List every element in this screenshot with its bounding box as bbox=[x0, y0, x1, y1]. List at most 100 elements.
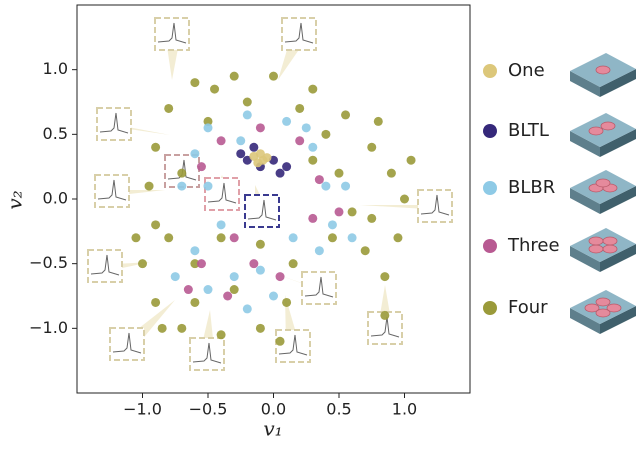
y-axis-label: v₂ bbox=[3, 190, 27, 209]
point bbox=[229, 272, 239, 282]
inset-box bbox=[94, 174, 130, 208]
point bbox=[288, 259, 298, 269]
icon-side bbox=[600, 244, 636, 272]
icon-dot bbox=[606, 303, 622, 313]
x-tick-label: −0.5 bbox=[189, 400, 228, 419]
points bbox=[131, 71, 416, 346]
icon-dot bbox=[595, 308, 611, 318]
point bbox=[373, 116, 383, 126]
point bbox=[314, 175, 324, 185]
point bbox=[380, 272, 390, 282]
point bbox=[177, 181, 187, 191]
icon-top bbox=[570, 290, 636, 324]
point bbox=[236, 149, 246, 159]
point bbox=[288, 233, 298, 243]
inset-spectrum bbox=[157, 22, 187, 44]
point bbox=[242, 110, 252, 120]
x-tick-label: 1.0 bbox=[392, 400, 417, 419]
point bbox=[406, 155, 416, 165]
inset-box bbox=[275, 329, 311, 363]
icon-side bbox=[600, 306, 636, 334]
inset-box bbox=[281, 17, 317, 51]
inset-box bbox=[301, 271, 337, 305]
point bbox=[282, 162, 292, 172]
inset-box bbox=[204, 177, 240, 211]
point bbox=[301, 123, 311, 133]
legend-marker bbox=[483, 239, 497, 253]
y-tick-label: −0.5 bbox=[29, 253, 68, 272]
point bbox=[314, 246, 324, 256]
icon-dot bbox=[588, 236, 604, 246]
inset-box bbox=[109, 327, 145, 361]
legend-marker bbox=[483, 181, 497, 195]
point bbox=[262, 153, 272, 163]
point bbox=[196, 259, 206, 269]
inset-spectrum bbox=[97, 179, 127, 201]
point bbox=[216, 233, 226, 243]
x-tick-label: −1.0 bbox=[123, 400, 162, 419]
inset-box bbox=[154, 17, 190, 51]
point bbox=[393, 233, 403, 243]
icon-dot bbox=[595, 65, 611, 75]
point bbox=[190, 297, 200, 307]
icon-dot bbox=[595, 297, 611, 307]
inset-spectrum bbox=[284, 22, 314, 44]
point bbox=[242, 97, 252, 107]
icon-dot bbox=[588, 244, 604, 254]
legend-label: BLBR bbox=[508, 177, 555, 198]
icon-dot bbox=[600, 121, 616, 131]
point bbox=[183, 285, 193, 295]
inset-spectrum bbox=[207, 182, 237, 204]
point bbox=[255, 265, 265, 275]
legend-marker bbox=[483, 301, 497, 315]
point bbox=[295, 103, 305, 113]
point bbox=[164, 103, 174, 113]
point bbox=[308, 142, 318, 152]
inset-spectrum bbox=[167, 159, 197, 181]
inset-spectrum bbox=[112, 332, 142, 354]
inset-spectrum bbox=[90, 254, 120, 276]
icon-dot bbox=[588, 126, 604, 136]
icon-side bbox=[600, 129, 636, 157]
inset-spectrum bbox=[370, 316, 400, 338]
point bbox=[321, 129, 331, 139]
point bbox=[308, 213, 318, 223]
legend-label: Three bbox=[507, 235, 560, 256]
point bbox=[216, 136, 226, 146]
icon-dot bbox=[595, 178, 611, 188]
point bbox=[253, 158, 263, 168]
legend-label: BLTL bbox=[508, 120, 549, 141]
icon-side bbox=[570, 71, 600, 97]
point bbox=[164, 233, 174, 243]
legend-marker bbox=[483, 124, 497, 138]
point bbox=[367, 213, 377, 223]
point bbox=[282, 297, 292, 307]
point bbox=[210, 84, 220, 94]
point bbox=[177, 323, 187, 333]
x-tick-label: 0.5 bbox=[326, 400, 351, 419]
icon-side bbox=[570, 308, 600, 334]
point bbox=[255, 149, 265, 159]
point bbox=[334, 168, 344, 178]
point bbox=[269, 291, 278, 301]
icon-dot bbox=[602, 236, 618, 246]
icon-dot bbox=[584, 303, 600, 313]
inset-box bbox=[189, 337, 225, 371]
point bbox=[308, 155, 318, 165]
point bbox=[327, 233, 337, 243]
inset-spectrum bbox=[99, 112, 129, 134]
point bbox=[321, 181, 331, 191]
point bbox=[255, 123, 265, 133]
point bbox=[223, 291, 233, 301]
point bbox=[236, 136, 246, 146]
y-tick-label: 1.0 bbox=[43, 59, 68, 78]
point bbox=[151, 297, 161, 307]
point bbox=[242, 304, 252, 314]
point bbox=[138, 259, 147, 269]
point bbox=[177, 168, 187, 178]
point bbox=[170, 272, 180, 282]
inset-spectrum bbox=[192, 342, 222, 364]
point bbox=[203, 181, 213, 191]
inset-spectrum bbox=[420, 194, 450, 216]
